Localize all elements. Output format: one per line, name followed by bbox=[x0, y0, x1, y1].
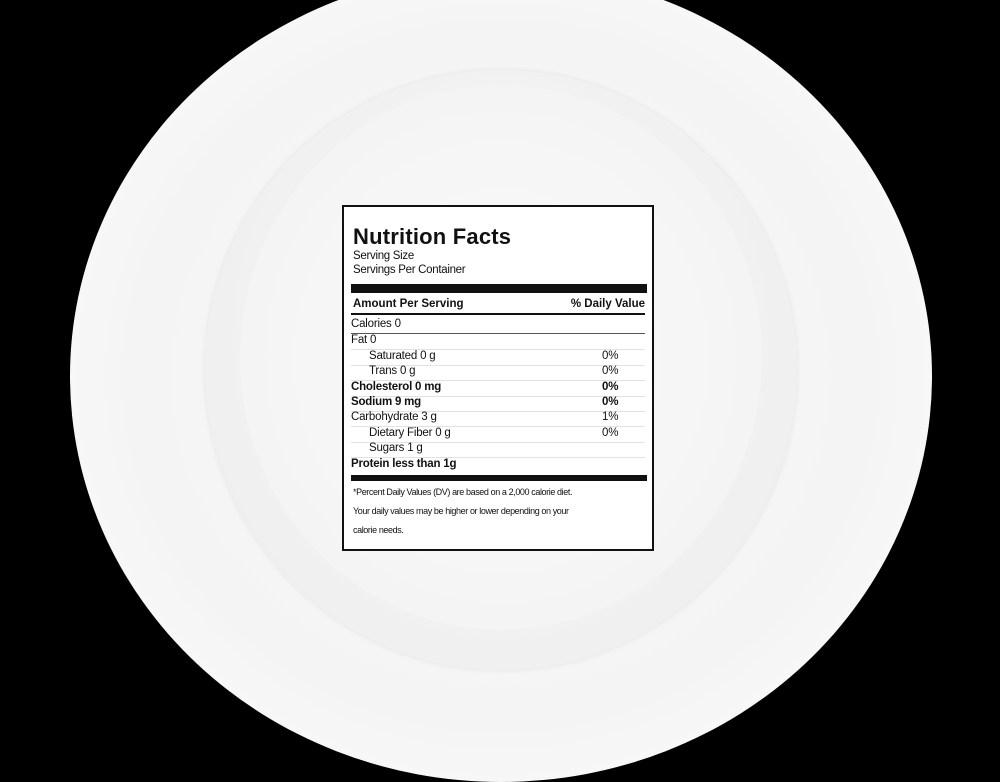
nutrient-name: Carbohydrate 3 g bbox=[351, 411, 437, 423]
servings-per-container: Servings Per Container bbox=[353, 264, 466, 276]
nutrient-name: Saturated 0 g bbox=[369, 350, 436, 362]
nutrient-name: Protein less than 1g bbox=[351, 458, 457, 470]
nutrient-dv: 0% bbox=[602, 350, 619, 362]
nutrient-name: Fat 0 bbox=[351, 334, 377, 346]
nutrient-row-cholesterol: Cholesterol 0 mg 0% bbox=[351, 381, 645, 397]
footnote-line-3: calorie needs. bbox=[353, 525, 404, 535]
nutrient-row-sugars: Sugars 1 g bbox=[351, 442, 645, 458]
nutrition-facts-label: Nutrition Facts Serving Size Servings Pe… bbox=[342, 205, 654, 551]
nutrient-dv: 1% bbox=[602, 411, 619, 423]
nutrient-dv: 0% bbox=[602, 396, 619, 408]
nutrient-name: Sugars 1 g bbox=[369, 442, 423, 454]
nutrient-row-fat: Fat 0 bbox=[351, 334, 645, 350]
nutrient-row-carbohydrate: Carbohydrate 3 g 1% bbox=[351, 411, 645, 427]
label-title: Nutrition Facts bbox=[353, 224, 512, 249]
nutrient-row-calories: Calories 0 bbox=[351, 318, 645, 334]
footnote-line-2: Your daily values may be higher or lower… bbox=[353, 506, 569, 516]
nutrient-dv: 0% bbox=[602, 381, 619, 393]
amount-per-serving-header: Amount Per Serving bbox=[353, 298, 464, 310]
nutrient-row-sodium: Sodium 9 mg 0% bbox=[351, 396, 645, 412]
nutrient-row-dietary-fiber: Dietary Fiber 0 g 0% bbox=[351, 427, 645, 443]
daily-value-header: % Daily Value bbox=[570, 298, 645, 310]
nutrient-row-saturated: Saturated 0 g 0% bbox=[351, 350, 645, 366]
thick-divider bbox=[351, 284, 647, 293]
serving-size: Serving Size bbox=[353, 250, 414, 262]
nutrient-name: Trans 0 g bbox=[369, 365, 416, 377]
divider bbox=[351, 313, 645, 315]
nutrient-dv: 0% bbox=[602, 427, 619, 439]
nutrient-name: Sodium 9 mg bbox=[351, 396, 422, 408]
nutrient-name: Calories 0 bbox=[351, 318, 401, 330]
nutrient-row-trans: Trans 0 g 0% bbox=[351, 365, 645, 381]
nutrient-dv: 0% bbox=[602, 365, 619, 377]
nutrient-name: Cholesterol 0 mg bbox=[351, 381, 442, 393]
nutrient-row-protein: Protein less than 1g bbox=[351, 458, 645, 473]
footnote-line-1: *Percent Daily Values (DV) are based on … bbox=[353, 487, 573, 497]
thick-divider-bottom bbox=[351, 475, 647, 481]
nutrient-name: Dietary Fiber 0 g bbox=[369, 427, 451, 439]
